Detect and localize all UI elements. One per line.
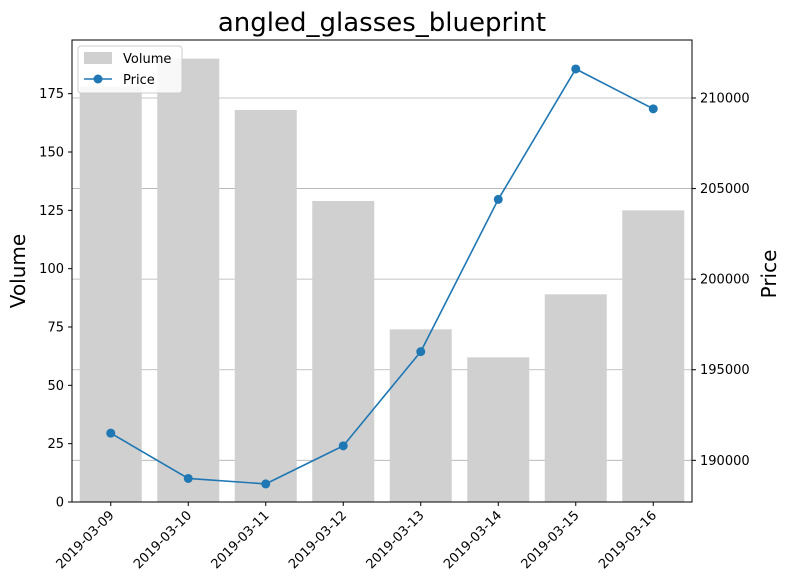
price-point-2019-03-14: [493, 194, 503, 204]
x-tick-label: 2019-03-15: [519, 508, 583, 572]
bar-2019-03-09: [79, 86, 142, 503]
price-point-2019-03-10: [183, 473, 193, 483]
price-point-2019-03-13: [416, 347, 426, 357]
legend-marker-price: [93, 74, 103, 84]
volume-bars: [79, 58, 685, 503]
left-tick-label: 0: [56, 496, 64, 511]
left-tick-label: 150: [39, 146, 64, 161]
price-point-2019-03-16: [648, 104, 658, 114]
legend: Volume Price: [77, 45, 183, 94]
price-point-2019-03-15: [571, 64, 581, 74]
right-tick-label: 205000: [700, 182, 750, 197]
bar-2019-03-16: [622, 210, 685, 503]
x-tick-label: 2019-03-12: [286, 508, 350, 572]
right-tick-label: 200000: [700, 273, 750, 288]
right-axis-ticks: 190000 195000 200000 205000 210000: [692, 91, 750, 469]
x-tick-label: 2019-03-10: [131, 508, 195, 572]
left-axis-ticks: 0 25 50 75 100 125 150 175: [39, 87, 72, 511]
right-tick-label: 210000: [700, 91, 750, 106]
left-tick-label: 100: [39, 262, 64, 277]
chart-title: angled_glasses_blueprint: [218, 8, 546, 38]
price-line: [110, 67, 654, 485]
left-axis-label: Volume: [6, 234, 30, 308]
left-tick-label: 25: [47, 437, 64, 452]
x-tick-label: 2019-03-11: [209, 508, 273, 572]
bar-2019-03-12: [312, 201, 375, 502]
bar-2019-03-14: [467, 357, 530, 502]
x-tick-label: 2019-03-14: [441, 508, 505, 572]
x-tick-label: 2019-03-09: [54, 508, 118, 572]
right-tick-label: 195000: [700, 363, 750, 378]
left-tick-label: 75: [47, 321, 64, 336]
price-point-2019-03-11: [261, 479, 271, 489]
right-tick-label: 190000: [700, 454, 750, 469]
legend-label-volume: Volume: [123, 52, 171, 67]
left-tick-label: 175: [39, 87, 64, 102]
plot-frame: [71, 39, 693, 503]
price-line-group: [106, 64, 658, 489]
bar-2019-03-11: [234, 110, 297, 502]
legend-swatch-volume: [84, 52, 112, 64]
bar-2019-03-15: [544, 294, 607, 502]
left-tick-label: 50: [47, 379, 64, 394]
price-point-2019-03-09: [106, 428, 116, 438]
legend-label-price: Price: [123, 73, 155, 88]
x-axis-ticks: 2019-03-09 2019-03-10 2019-03-11 2019-03-12…: [54, 502, 660, 572]
bar-2019-03-10: [157, 58, 220, 503]
left-tick-label: 125: [39, 204, 64, 219]
price-point-2019-03-12: [338, 441, 348, 451]
right-axis-label: Price: [757, 250, 781, 299]
x-tick-label: 2019-03-16: [596, 508, 660, 572]
bar-2019-03-13: [389, 329, 452, 502]
x-tick-label: 2019-03-13: [364, 508, 428, 572]
